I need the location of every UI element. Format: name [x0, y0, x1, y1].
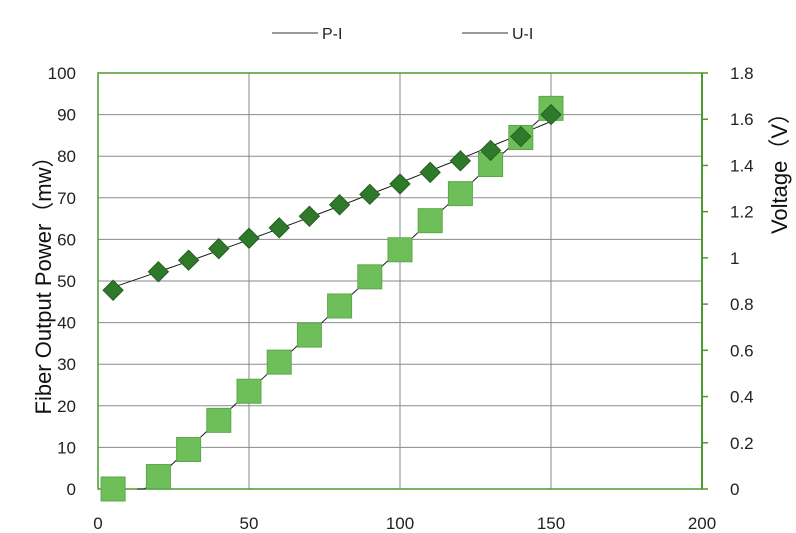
left-y-tick-label: 100 [48, 64, 76, 83]
pi-point-marker [176, 436, 202, 462]
right-y-tick-label: 0.2 [730, 434, 754, 453]
left-y-tick-label: 10 [57, 438, 76, 457]
ui-point-marker [389, 173, 411, 195]
pi-point-marker [206, 407, 232, 433]
ui-point-marker [540, 103, 562, 126]
x-tick-label: 100 [386, 514, 414, 533]
ui-point-marker [510, 125, 532, 148]
right-y-tick-label: 0.6 [730, 341, 754, 360]
pi-point-marker [100, 476, 126, 502]
ui-point-marker [419, 161, 441, 184]
x-tick-label: 200 [688, 514, 716, 533]
left-y-tick-label: 80 [57, 147, 76, 166]
right-y-axis-title: Voltage（V） [767, 102, 792, 234]
x-tick-label: 50 [240, 514, 259, 533]
pi-point-marker [145, 464, 171, 490]
left-y-tick-label: 40 [57, 314, 76, 333]
pi-point-marker [327, 293, 353, 319]
right-y-tick-label: 1.6 [730, 110, 754, 129]
grid-lines [97, 72, 703, 490]
legend-label-ui: U-I [512, 26, 533, 43]
pi-point-marker [296, 322, 322, 348]
pi-point-marker [266, 349, 292, 375]
left-y-tick-label: 50 [57, 272, 76, 291]
x-tick-label: 0 [93, 514, 102, 533]
right-y-tick-label: 1.8 [730, 64, 754, 83]
ui-point-marker [449, 150, 472, 172]
left-y-tick-label: 90 [57, 106, 76, 125]
ui-point-marker [298, 205, 321, 227]
data-markers [100, 95, 564, 502]
ui-point-marker [177, 249, 200, 271]
pi-point-marker [236, 378, 262, 404]
right-y-tick-label: 1.2 [730, 203, 754, 222]
legend: P-I U-I [272, 26, 533, 43]
x-tick-label: 150 [537, 514, 565, 533]
left-y-tick-label: 0 [67, 480, 76, 499]
ui-point-marker [479, 139, 502, 162]
legend-label-pi: P-I [322, 26, 342, 43]
ui-point-marker [268, 217, 290, 239]
x-axis-ticks: 0 50 100 150 200 [93, 514, 716, 533]
pi-point-marker [387, 237, 413, 263]
ui-point-marker [238, 227, 260, 249]
pi-point-marker [447, 181, 473, 207]
left-y-tick-label: 30 [57, 355, 76, 374]
ui-point-marker [208, 237, 230, 260]
left-y-axis-ticks: 0 10 20 30 40 50 60 70 80 90 100 [48, 64, 76, 499]
left-y-tick-label: 60 [57, 230, 76, 249]
ui-point-marker [359, 183, 381, 206]
left-y-axis-title: Fiber Output Power（mw） [31, 146, 56, 415]
right-y-tick-label: 0.4 [730, 388, 754, 407]
pi-point-marker [357, 264, 383, 290]
right-y-tick-label: 0.8 [730, 295, 754, 314]
ui-point-marker [147, 261, 170, 283]
right-y-tick-label: 0 [730, 480, 739, 499]
right-y-tick-label: 1 [730, 249, 739, 268]
right-y-tick-label: 1.4 [730, 156, 754, 175]
ui-point-marker [102, 279, 124, 301]
pi-point-marker [417, 208, 443, 234]
left-y-tick-label: 20 [57, 397, 76, 416]
plot-frame [97, 72, 708, 490]
ui-point-marker [328, 194, 351, 216]
right-y-axis-ticks: 0 0.2 0.4 0.6 0.8 1 1.2 1.4 1.6 1.8 [730, 64, 754, 499]
left-y-tick-label: 70 [57, 189, 76, 208]
